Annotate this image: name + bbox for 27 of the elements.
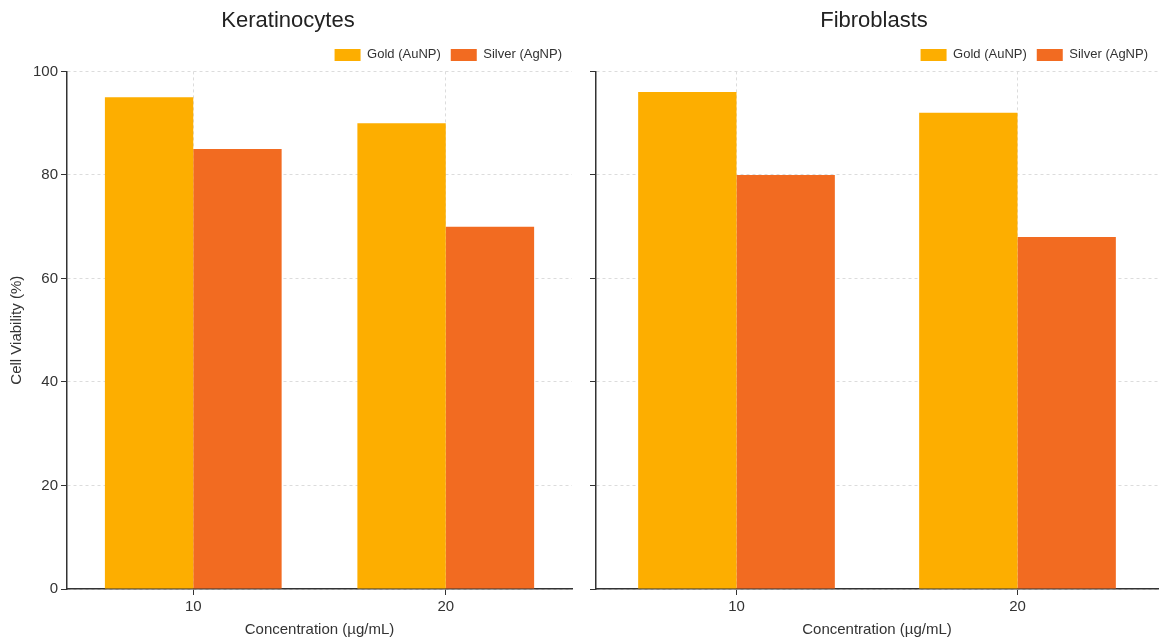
- legend-label: Gold (AuNP): [367, 46, 441, 62]
- bar: [919, 112, 1018, 589]
- x-tick-label: 10: [184, 597, 202, 615]
- x-tick-label: 20: [437, 597, 455, 615]
- x-axis-title: Concentration (µg/mL): [244, 620, 395, 638]
- y-axis-title: Cell Viability (%): [7, 275, 25, 385]
- x-tick-label: 20: [1009, 597, 1026, 615]
- bar: [445, 226, 535, 589]
- y-tick-label: 100: [33, 61, 59, 79]
- y-tick-label: 60: [41, 268, 59, 286]
- legend-label: Silver (AgNP): [483, 46, 563, 62]
- y-tick-label: 20: [41, 475, 59, 493]
- bar: [638, 92, 737, 589]
- y-tick-label: 80: [41, 165, 59, 183]
- legend-label: Silver (AgNP): [1069, 46, 1149, 62]
- bar: [104, 97, 194, 589]
- y-tick-label: 40: [41, 372, 59, 390]
- chart-title: Keratinocytes: [221, 7, 355, 33]
- x-tick-label: 10: [728, 597, 745, 615]
- y-tick-label: 0: [49, 579, 59, 597]
- bar: [736, 174, 835, 589]
- chart-title: Fibroblasts: [820, 7, 928, 33]
- legend-label: Gold (AuNP): [953, 46, 1027, 62]
- bar: [193, 149, 282, 589]
- x-axis-title: Concentration (µg/mL): [802, 620, 952, 638]
- bar: [357, 123, 446, 589]
- bar: [1017, 237, 1116, 589]
